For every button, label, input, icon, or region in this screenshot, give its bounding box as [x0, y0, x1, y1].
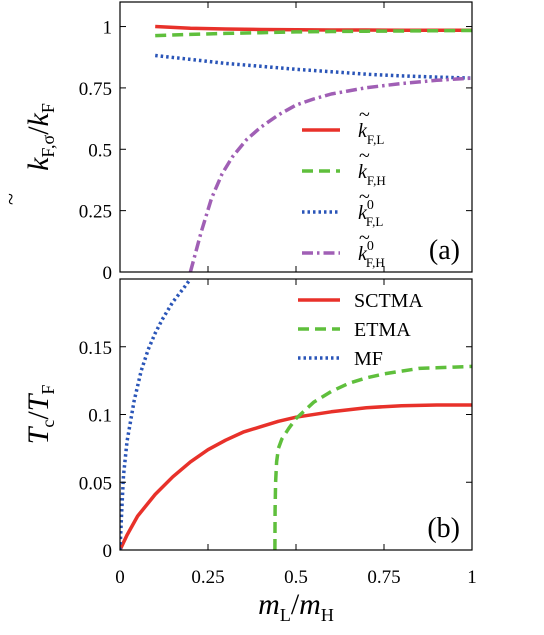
y-axis-title: Tc/TF: [22, 385, 58, 445]
legend: kF,L~kF,H~k0 F,L~k0 F,H~: [302, 104, 386, 270]
y-tick-label: 0.5: [88, 140, 112, 161]
series-line-2: [120, 279, 192, 550]
legend-label-2: MF: [354, 348, 383, 370]
x-tick-label: 0: [115, 567, 125, 588]
legend-label-1: kF,H: [358, 161, 386, 188]
series-line-0: [120, 403, 472, 550]
y-axis-title-accent: ~: [0, 193, 23, 205]
series-lines: [155, 24, 472, 272]
panel-label: (b): [427, 513, 460, 544]
axis-frame: [119, 1, 473, 273]
panel-b: 0 0.05 0.1 0.15 0 0.25 0.5 0.75 1 (b) Tc/TF mL/mH SC…: [22, 278, 477, 625]
legend-label-3: k0 F,H: [358, 239, 385, 270]
series-line-1: [155, 28, 472, 38]
x-tick-label: 0.5: [284, 567, 308, 588]
legend-label-0: SCTMA: [354, 290, 423, 312]
legend: SCTMA ETMA MF: [298, 290, 423, 370]
legend-label-1: ETMA: [354, 319, 411, 341]
panel-label: (a): [429, 235, 460, 266]
y-tick-label: 0.25: [79, 202, 112, 223]
y-tick-label: 1: [103, 18, 113, 39]
panel-a: 00.250.50.751(a)kF,σ/kF~kF,L~kF,H~k0 F,L~…: [0, 1, 473, 284]
series-lines: [120, 279, 472, 550]
series-line-0: [155, 24, 472, 32]
legend-label-2: k0 F,L: [358, 198, 383, 229]
y-axis-title: kF,σ/kF: [22, 103, 58, 171]
y-tick-label: 0.15: [79, 338, 112, 359]
legend-accent-0: ~: [359, 104, 370, 126]
y-tick-label: 0: [103, 263, 113, 284]
legend-accent-3: ~: [359, 227, 370, 249]
x-tick-label: 0.75: [367, 567, 400, 588]
y-tick-label: 0.75: [79, 79, 112, 100]
series-line-1: [273, 364, 472, 550]
axis-frame: [119, 278, 473, 551]
y-tick-label: 0.05: [79, 473, 112, 494]
series-line-3: [188, 76, 472, 272]
series-line-2: [155, 53, 472, 80]
x-tick-label: 1: [467, 567, 477, 588]
x-tick-label: 0.25: [191, 567, 224, 588]
legend-label-0: kF,L: [358, 120, 384, 147]
y-tick-label: 0.1: [88, 406, 112, 427]
x-axis-title: mL/mH: [258, 588, 334, 625]
y-tick-label: 0: [103, 541, 113, 562]
legend-accent-1: ~: [359, 145, 370, 167]
legend-accent-2: ~: [359, 186, 370, 208]
